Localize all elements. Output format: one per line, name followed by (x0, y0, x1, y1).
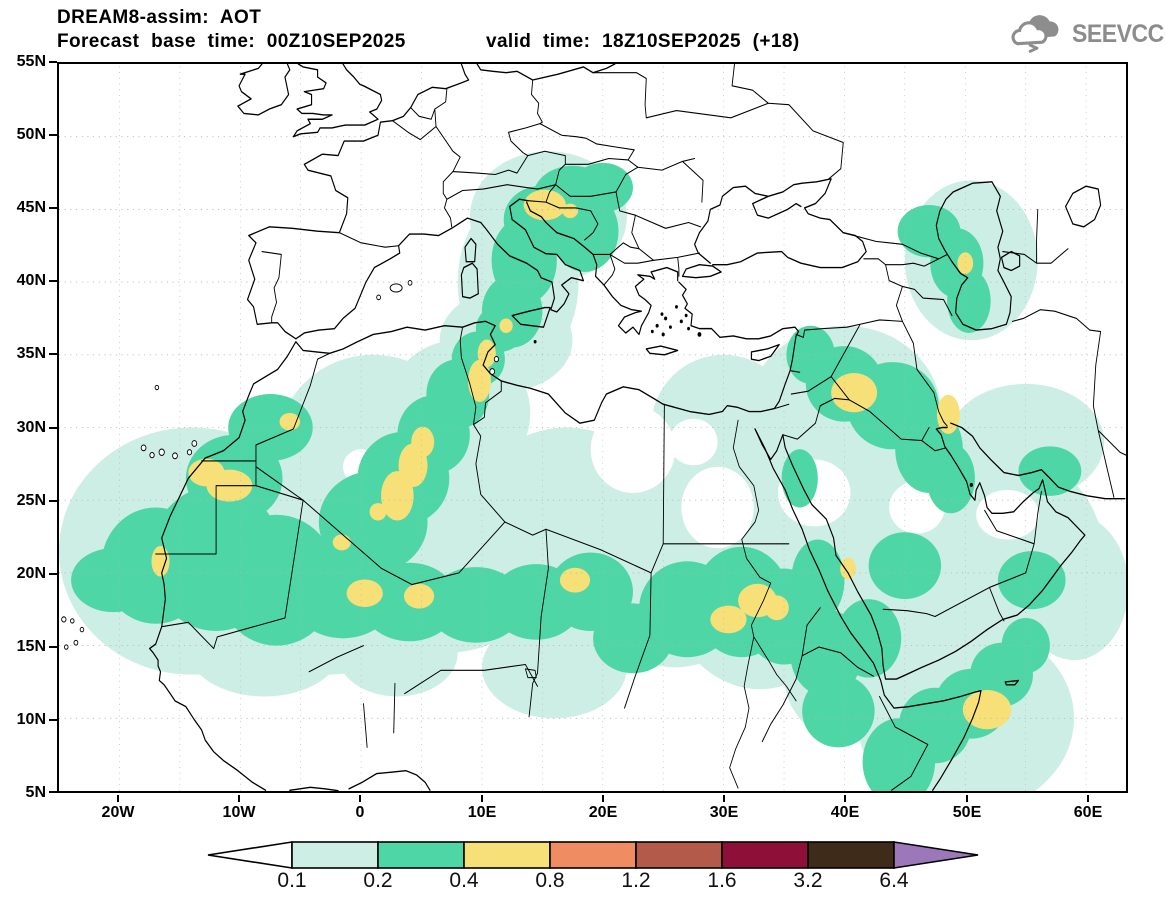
y-axis-label: 10N (16, 711, 46, 728)
colorbar-label: 0.2 (363, 869, 393, 892)
y-tick (49, 573, 57, 575)
x-tick (844, 795, 846, 802)
x-axis-label: 60E (1073, 804, 1103, 821)
x-tick (481, 795, 483, 802)
y-axis-label: 40N (16, 272, 46, 289)
y-tick (49, 207, 57, 209)
x-axis-label: 10E (467, 804, 497, 821)
colorbar-label: 0.4 (449, 869, 479, 892)
x-tick (723, 795, 725, 802)
x-tick (359, 795, 361, 802)
aot-layer-0.4 (151, 189, 1012, 730)
x-axis-label: 0 (355, 804, 365, 821)
colorbar-cell (291, 841, 379, 869)
forecast-base-time: Forecast base time: 00Z10SEP2025 (57, 31, 406, 52)
seevccc-cloud-icon (1011, 15, 1059, 53)
coastlines-layer (149, 64, 1126, 791)
y-tick (49, 353, 57, 355)
colorbar-below-arrow (207, 841, 293, 869)
colorbar (207, 841, 979, 869)
x-axis-label: 10W (222, 804, 256, 821)
colorbar-cell (721, 841, 809, 869)
y-axis-label: 5N (25, 784, 46, 801)
x-axis-label: 30E (709, 804, 739, 821)
y-axis-label: 35N (16, 345, 46, 362)
y-tick (49, 791, 57, 793)
y-tick (49, 719, 57, 721)
plot-title: DREAM8-assim: AOT (57, 7, 262, 28)
y-tick (49, 134, 57, 136)
colorbar-cell (549, 841, 637, 869)
colorbar-label: 1.2 (621, 869, 651, 892)
colorbar-cell (635, 841, 723, 869)
y-axis-label: 30N (16, 419, 46, 436)
y-tick (49, 500, 57, 502)
y-tick (49, 427, 57, 429)
colorbar-cell (807, 841, 895, 869)
map-canvas (57, 62, 1128, 793)
y-axis-label: 15N (16, 638, 46, 655)
y-tick (49, 61, 57, 63)
colorbar-label: 6.4 (879, 869, 909, 892)
x-axis-label: 50E (952, 804, 982, 821)
colorbar-above-arrow (893, 841, 979, 869)
islands-layer (61, 237, 1020, 686)
x-tick (117, 795, 119, 802)
colorbar-label: 3.2 (793, 869, 823, 892)
x-tick (238, 795, 240, 802)
colorbar-cell (463, 841, 551, 869)
y-axis-label: 25N (16, 492, 46, 509)
borders-layer (155, 64, 1126, 791)
y-axis-label: 55N (16, 53, 46, 70)
seevccc-logo: SEEVCCC (1005, 14, 1165, 54)
x-tick (966, 795, 968, 802)
x-axis-label: 20E (588, 804, 618, 821)
x-tick (1087, 795, 1089, 802)
y-axis-label: 45N (16, 199, 46, 216)
colorbar-cell (377, 841, 465, 869)
y-axis-label: 20N (16, 565, 46, 582)
aot-map (59, 64, 1126, 791)
x-tick (602, 795, 604, 802)
logo-text: SEEVCCC (1072, 19, 1165, 48)
y-tick (49, 646, 57, 648)
x-axis-label: 20W (101, 804, 135, 821)
y-tick (49, 280, 57, 282)
x-axis-label: 40E (830, 804, 860, 821)
colorbar-label: 0.1 (277, 869, 307, 892)
colorbar-label: 1.6 (707, 869, 737, 892)
y-axis-label: 50N (16, 126, 46, 143)
colorbar-label: 0.8 (535, 869, 565, 892)
valid-time: valid time: 18Z10SEP2025 (+18) (486, 31, 800, 52)
